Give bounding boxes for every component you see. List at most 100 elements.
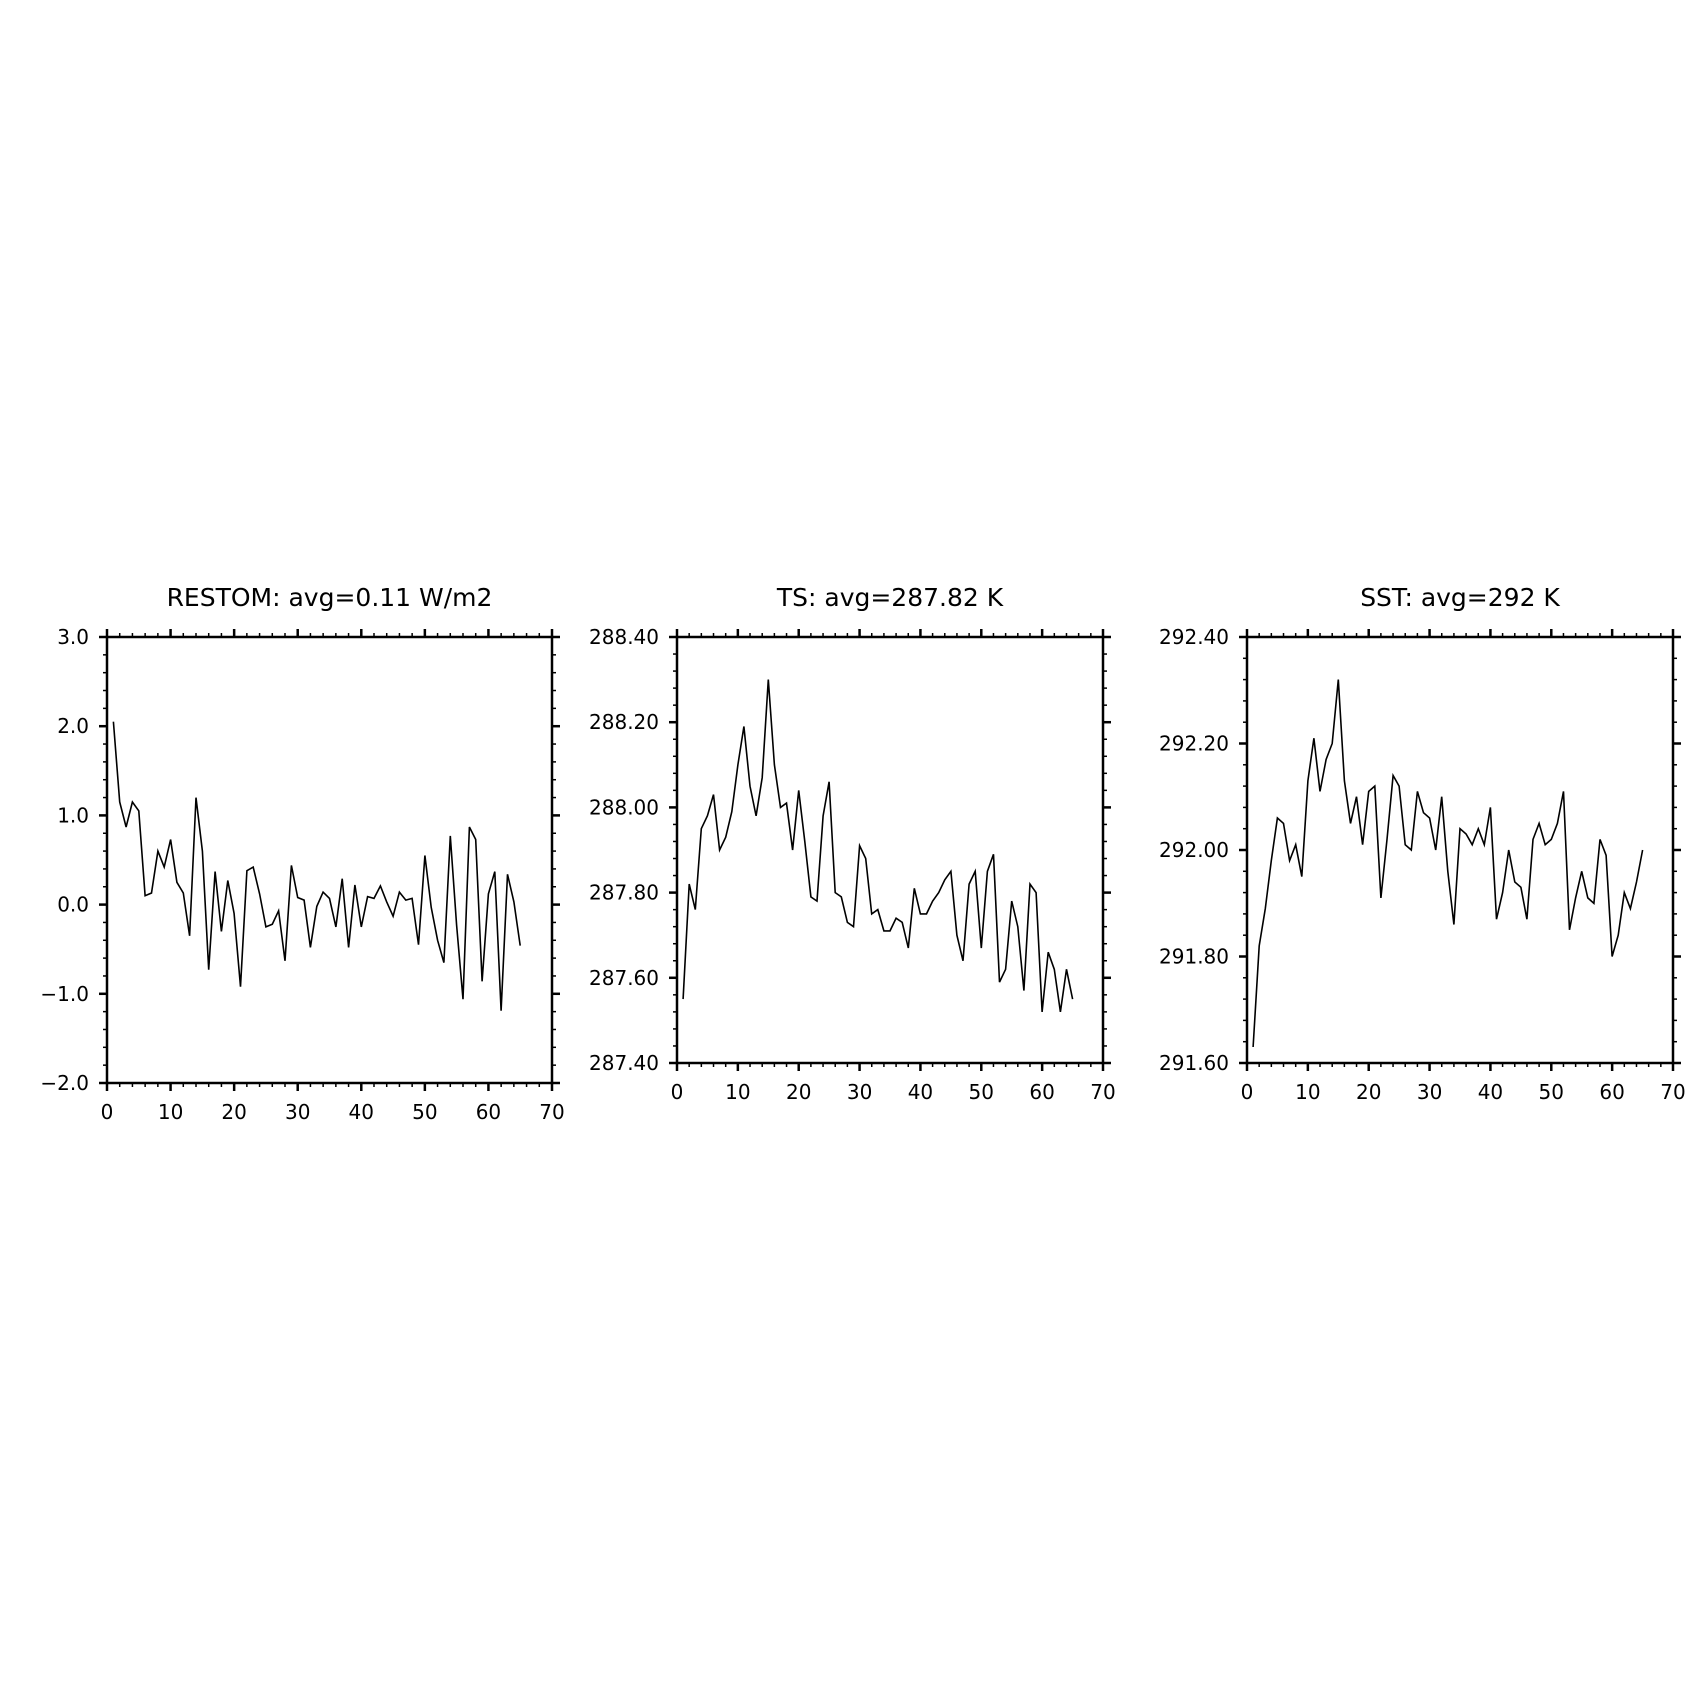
ts-data-point (980, 947, 982, 949)
ts-y-tick-label: 287.60 (589, 966, 659, 990)
ts-data-point (901, 922, 903, 924)
sst-x-tick-label: 10 (1295, 1080, 1320, 1104)
ts-data-point (999, 981, 1001, 983)
restom-data-point (297, 897, 299, 899)
ts-data-point (968, 883, 970, 885)
ts-data-point (774, 764, 776, 766)
restom-data-point (335, 926, 337, 928)
sst-data-point (1593, 902, 1595, 904)
restom-series-line (112, 721, 521, 1011)
restom-data-point (291, 865, 293, 867)
sst-data-point (1350, 823, 1352, 825)
ts-data-point (707, 815, 709, 817)
restom-data-point (265, 926, 267, 928)
sst-data-point (1374, 785, 1376, 787)
sst-data-point (1514, 881, 1516, 883)
restom-data-point (151, 892, 153, 894)
sst-data-point (1344, 780, 1346, 782)
ts-data-point (780, 807, 782, 809)
restom-data-point (437, 939, 439, 941)
restom-data-point (373, 898, 375, 900)
sst-data-point (1277, 817, 1279, 819)
ts-data-point (907, 947, 909, 949)
restom-data-point (513, 901, 515, 903)
sst-data-point (1526, 918, 1528, 920)
restom-data-point (411, 898, 413, 900)
sst-series-line (1252, 679, 1644, 1048)
sst-data-point (1508, 849, 1510, 851)
ts-x-tick-label: 20 (786, 1080, 811, 1104)
ts-data-point (871, 913, 873, 915)
sst-y-tick-label: 291.80 (1159, 945, 1229, 969)
sst-data-point (1398, 785, 1400, 787)
ts-data-point (938, 892, 940, 894)
sst-data-point (1362, 844, 1364, 846)
restom-data-point (424, 855, 426, 857)
sst-data-point (1392, 775, 1394, 777)
sst-y-tick-label: 292.00 (1159, 838, 1229, 862)
ts-data-point (920, 913, 922, 915)
sst-data-point (1453, 924, 1455, 926)
sst-data-point (1532, 839, 1534, 841)
restom-data-point (316, 906, 318, 908)
restom-data-point (157, 850, 159, 852)
restom-data-point (500, 1010, 502, 1012)
restom-data-point (380, 885, 382, 887)
sst-data-point (1471, 844, 1473, 846)
ts-data-point (950, 871, 952, 873)
ts-data-point (993, 853, 995, 855)
ts-y-tick-label: 287.40 (589, 1051, 659, 1075)
sst-data-point (1331, 743, 1333, 745)
sst-x-tick-label: 40 (1478, 1080, 1503, 1104)
ts-x-tick-label: 50 (969, 1080, 994, 1104)
restom-data-point (227, 880, 229, 882)
sst-data-point (1520, 886, 1522, 888)
ts-data-point (810, 896, 812, 898)
sst-y-tick-label: 292.40 (1159, 625, 1229, 649)
restom-y-tick-label: 0.0 (57, 893, 89, 917)
ts-data-point (889, 930, 891, 932)
panel-ts: TS: avg=287.82 K 0 10 20 30 40 50 60 70 287.40 287… (589, 583, 1116, 1104)
sst-data-point (1502, 892, 1504, 894)
sst-data-point (1477, 828, 1479, 830)
restom-data-point (360, 926, 362, 928)
sst-x-tick-label: 50 (1539, 1080, 1564, 1104)
restom-plot-frame (105, 635, 554, 1085)
restom-y-tick-label: 1.0 (57, 803, 89, 827)
restom-x-tick-label: 60 (476, 1100, 501, 1124)
sst-data-point (1630, 908, 1632, 910)
ts-data-point (865, 858, 867, 860)
sst-data-point (1557, 823, 1559, 825)
restom-data-point (214, 871, 216, 873)
restom-data-point (284, 960, 286, 962)
restom-data-point (456, 924, 458, 926)
restom-y-tick-label: −1.0 (40, 982, 89, 1006)
ts-data-point (859, 845, 861, 847)
restom-data-point (144, 895, 146, 897)
ts-data-point (1029, 883, 1031, 885)
ts-data-point (944, 879, 946, 881)
restom-x-tick-label: 30 (285, 1100, 310, 1124)
sst-title: SST: avg=292 K (1360, 583, 1560, 612)
ts-data-point (761, 777, 763, 779)
ts-data-point (1060, 1011, 1062, 1013)
restom-data-point (367, 896, 369, 898)
sst-data-point (1423, 812, 1425, 814)
sst-data-point (1642, 849, 1644, 851)
restom-data-point (449, 835, 451, 837)
restom-data-point (182, 892, 184, 894)
restom-data-point (469, 826, 471, 828)
restom-data-point (163, 866, 165, 868)
ts-data-point (749, 785, 751, 787)
ts-data-point (841, 896, 843, 898)
restom-data-point (132, 801, 134, 803)
restom-data-point (329, 898, 331, 900)
restom-x-tick-label: 40 (349, 1100, 374, 1124)
sst-data-point (1283, 823, 1285, 825)
sst-data-point (1617, 934, 1619, 936)
ts-x-tick-label: 60 (1029, 1080, 1054, 1104)
sst-data-point (1459, 828, 1461, 830)
sst-data-point (1386, 839, 1388, 841)
sst-x-tick-label: 60 (1599, 1080, 1624, 1104)
